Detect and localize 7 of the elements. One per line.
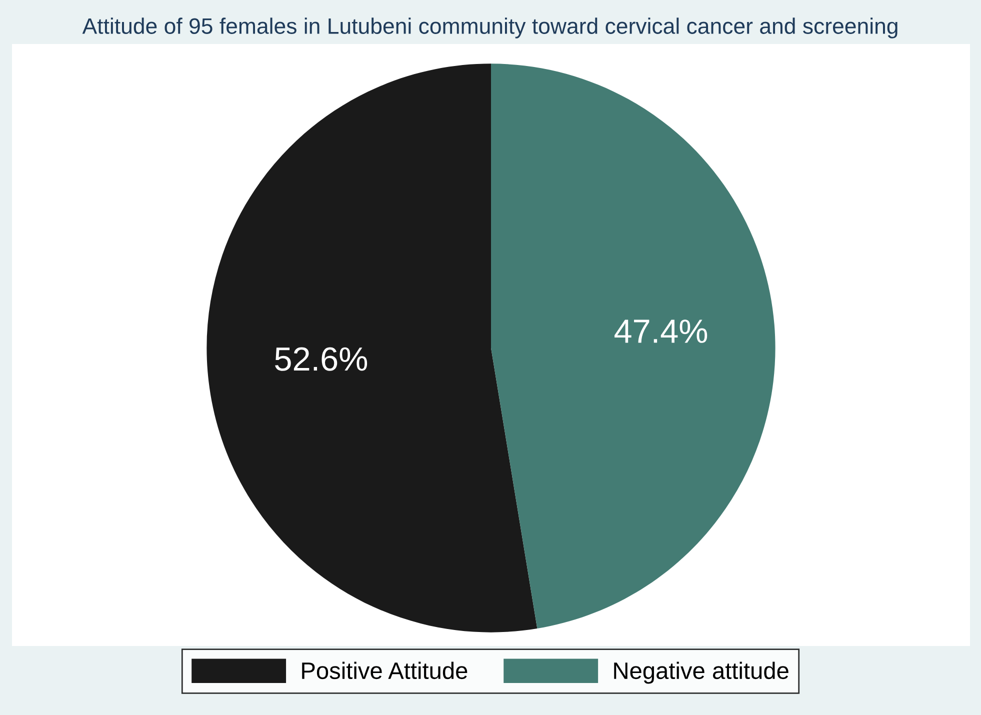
chart-title: Attitude of 95 females in Lutubeni community toward cervical cancer and screening — [82, 18, 898, 38]
legend-label: Positive Attitude — [302, 662, 468, 680]
data-label: 47.4% — [614, 320, 708, 343]
legend-label: Negative attitude — [614, 662, 788, 684]
data-label: 52.6% — [275, 347, 368, 371]
pie-slice — [206, 64, 538, 632]
pie-slice — [491, 64, 776, 629]
